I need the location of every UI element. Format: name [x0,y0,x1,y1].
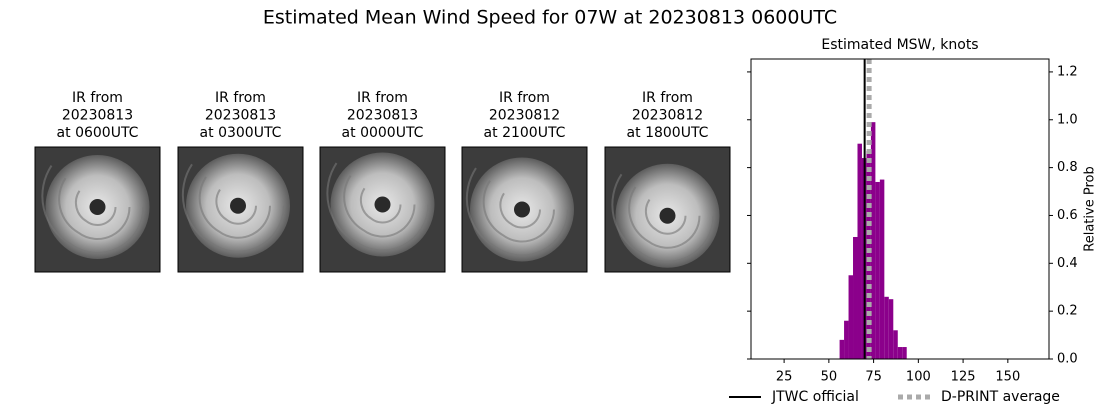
ir-frame [604,146,731,273]
ir-image [461,146,588,273]
bar [870,122,876,359]
spiral-band [326,162,430,252]
bar [866,150,871,359]
spiral-band [74,190,117,226]
bar [893,330,898,359]
eye [230,197,246,214]
panel-label: IR from [499,90,550,106]
bar [857,143,862,359]
bar [848,275,854,359]
figure-title: Estimated Mean Wind Speed for 07W at 202… [263,7,837,29]
y-tick-label: 0.0 [1057,352,1078,367]
chart-title: Estimated MSW, knots [821,37,978,53]
panel-label: 20230813 [62,108,133,124]
y-axis-label: Relative Prob [1083,166,1098,251]
ir-image [604,146,731,273]
legend-label: D-PRINT average [941,389,1060,405]
panel-label: IR from [72,90,123,106]
bar [902,347,907,359]
panel-label: at 0000UTC [342,125,424,141]
panel-label: at 2100UTC [484,125,566,141]
y-tick-label: 0.8 [1057,160,1078,175]
spiral-band [499,192,541,229]
ir-frame [461,146,588,273]
x-tick-label: 100 [906,370,931,385]
eye [374,196,391,213]
x-tick-label: 75 [865,370,882,385]
y-tick-label: 1.2 [1057,64,1078,79]
ir-image [177,146,304,273]
plot-frame [750,58,1050,360]
spiral-band [359,187,402,224]
ir-image [319,146,446,273]
ir-frame [319,146,446,273]
y-tick-label: 0.6 [1057,208,1078,223]
bar [839,339,845,359]
panel-label: IR from [642,90,693,106]
x-tick-label: 125 [951,370,976,385]
bar [853,236,858,359]
y-tick-label: 1.0 [1057,112,1078,127]
spiral-band [181,163,285,253]
ir-frame [34,146,161,273]
panel-label: IR from [357,90,408,106]
bar [844,320,849,359]
legend-label: JTWC official [771,389,859,405]
spiral-band [198,176,271,239]
panel-label: at 1800UTC [627,125,709,141]
panel-label: IR from [215,90,266,106]
bar [879,179,885,359]
bar [884,296,889,359]
x-tick-label: 25 [776,370,793,385]
spiral-band [465,167,569,257]
panel-label: 20230813 [205,108,276,124]
y-tick-label: 0.4 [1057,256,1078,271]
x-tick-label: 50 [821,370,838,385]
spiral-band [58,177,131,240]
ir-image [34,146,161,273]
spiral-band [215,188,257,225]
spiral-band [41,165,145,254]
panel-label: 20230813 [347,108,418,124]
bar [888,299,894,359]
ir-frame [177,146,304,273]
bar [897,347,903,359]
spiral-band [611,173,715,263]
panel-label: at 0300UTC [200,125,282,141]
eye [89,199,106,215]
spiral-band [482,180,555,243]
bar [875,181,880,359]
panel-label: 20230812 [632,108,703,124]
panel-label: 20230812 [489,108,560,124]
x-tick-label: 150 [995,370,1020,385]
spiral-band [343,175,416,238]
y-tick-label: 0.2 [1057,304,1078,319]
panel-label: at 0600UTC [57,125,139,141]
eye [514,201,530,218]
eye [659,207,676,224]
spiral-band [644,198,687,235]
spiral-band [628,186,701,249]
